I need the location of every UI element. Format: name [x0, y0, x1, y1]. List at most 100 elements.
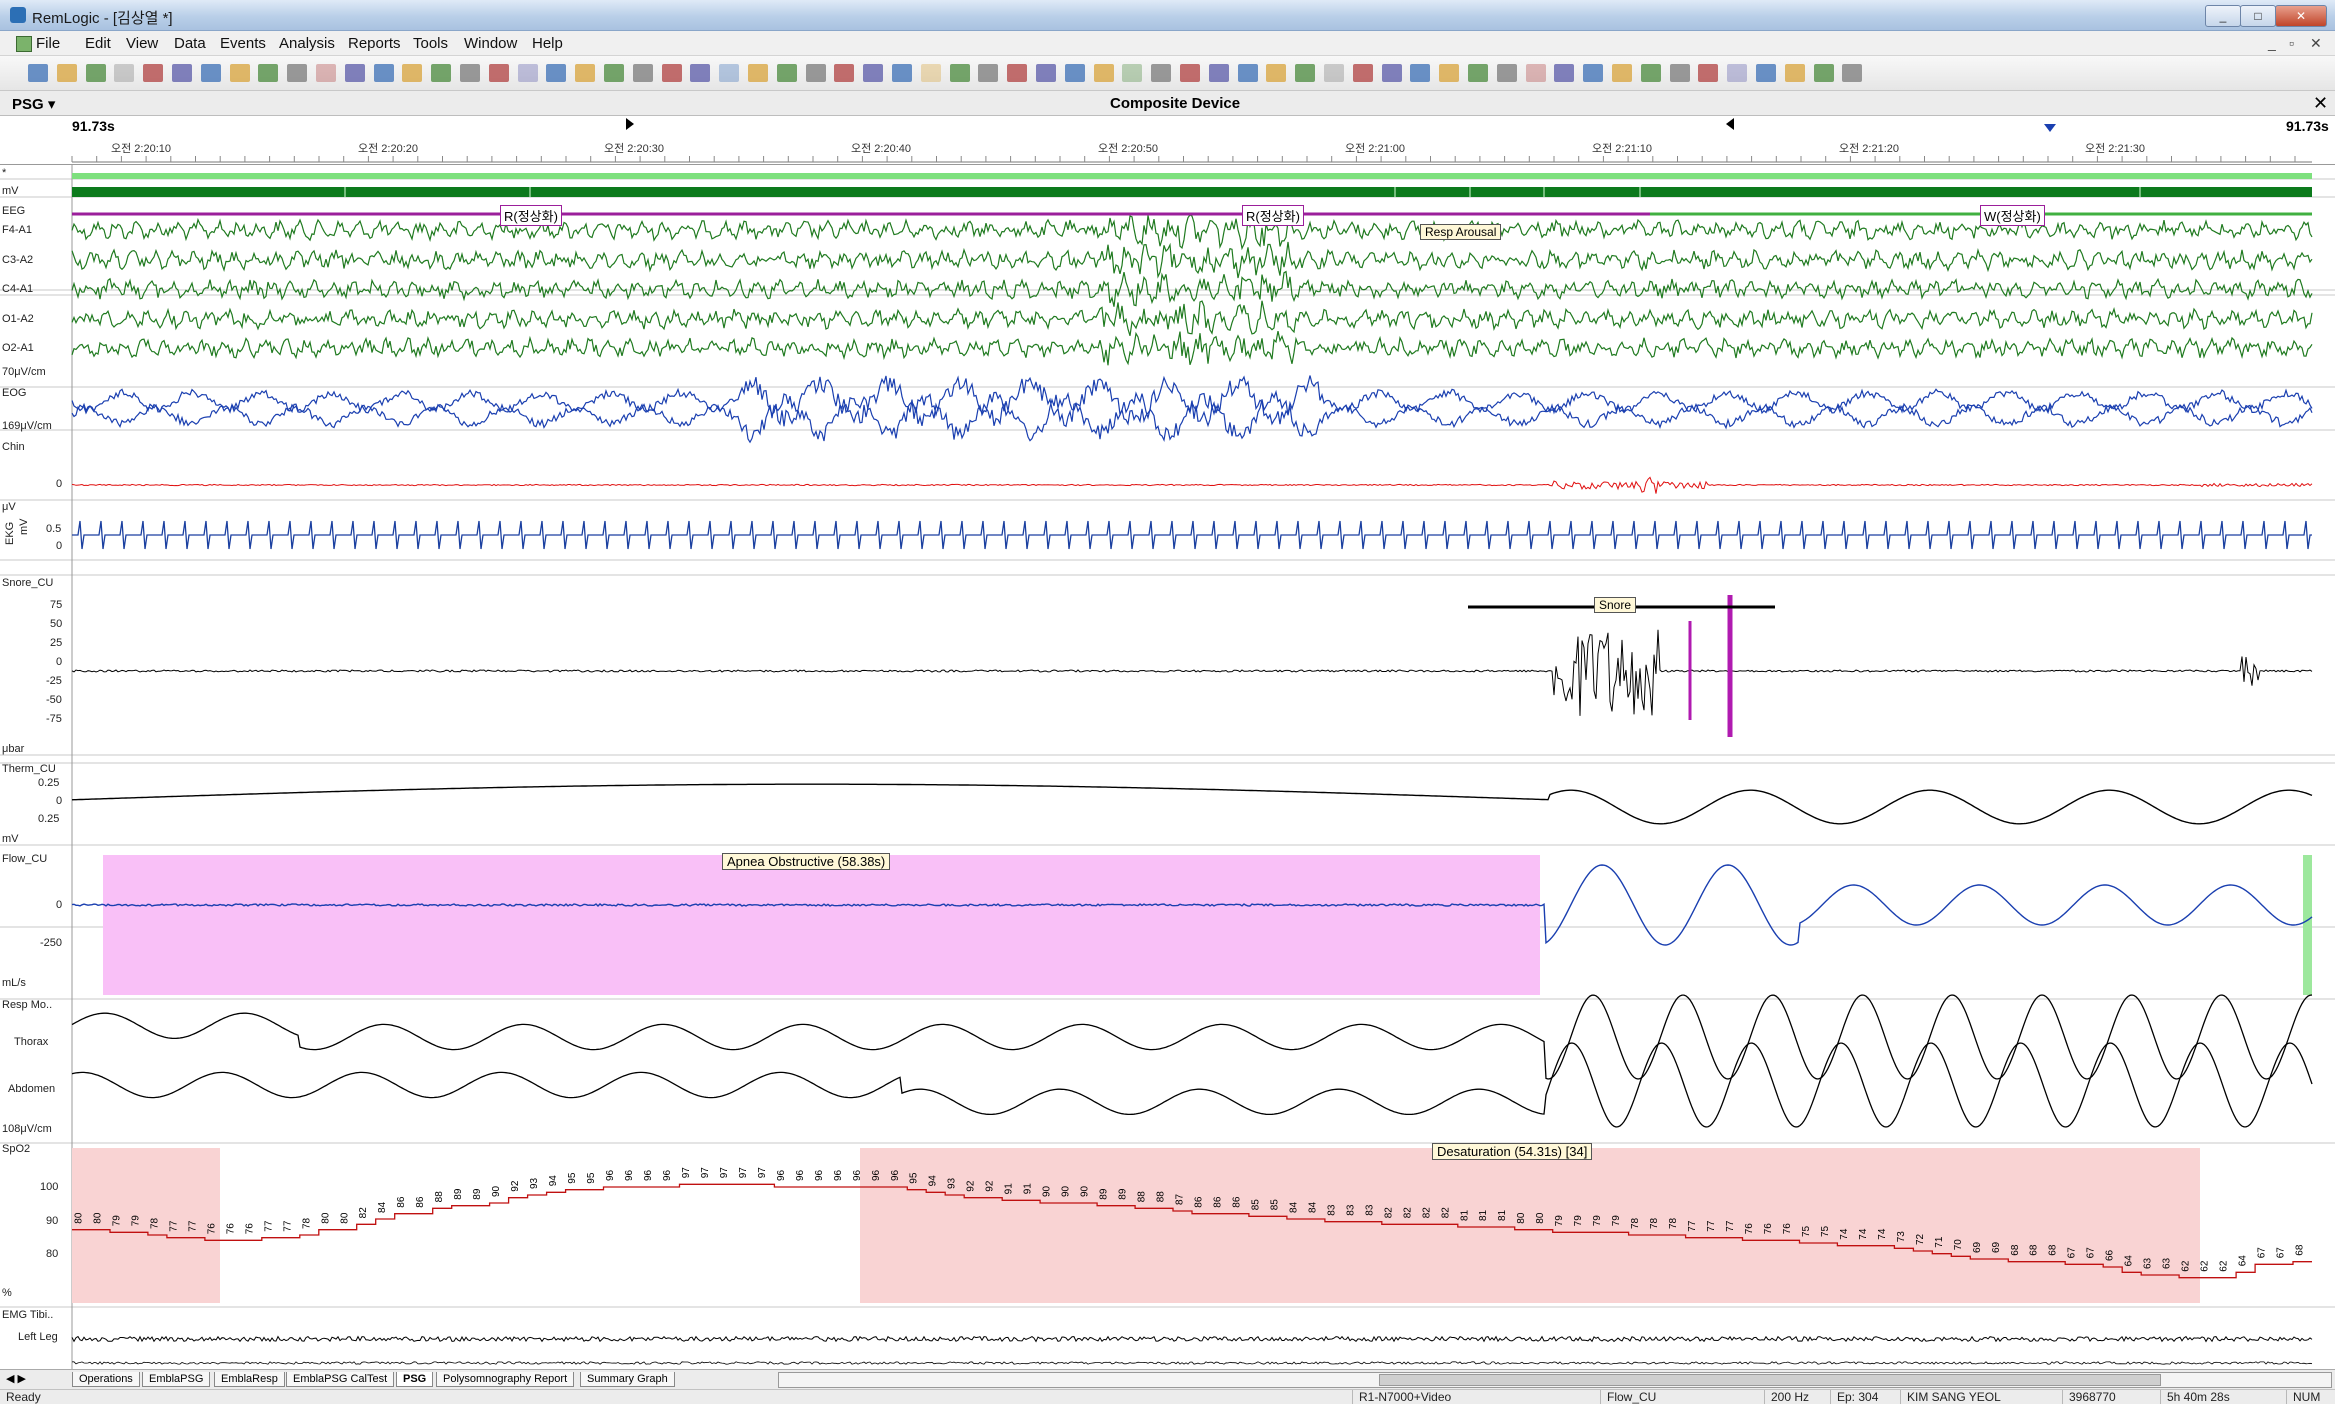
minimize-button[interactable]: _ — [2205, 5, 2241, 27]
channel-label-ekg[interactable]: EKG — [4, 521, 16, 545]
toolbar-tool-icon[interactable] — [1842, 64, 1863, 82]
toolbar-tool-icon[interactable] — [402, 64, 423, 82]
mdi-minimize-button[interactable]: _ — [2268, 35, 2276, 51]
toolbar-tool-icon[interactable] — [690, 64, 711, 82]
toolbar-tool-icon[interactable] — [1324, 64, 1344, 82]
toolbar-tool-icon[interactable] — [1208, 64, 1229, 82]
maximize-button[interactable]: □ — [2240, 5, 2276, 27]
toolbar-tool-icon[interactable] — [1237, 64, 1258, 82]
toolbar-tool-icon[interactable] — [661, 64, 682, 82]
toolbar-tool-icon[interactable] — [1640, 64, 1661, 82]
toolbar-tool-icon[interactable] — [1496, 64, 1517, 82]
tab-summary-graph[interactable]: Summary Graph — [580, 1372, 675, 1387]
eeg-lead-c4a1[interactable]: C4-A1 — [2, 283, 34, 295]
sleep-stage-label[interactable]: R(정상화) — [500, 205, 562, 226]
toolbar-tool-icon[interactable] — [1007, 64, 1028, 82]
toolbar-tool-icon[interactable] — [172, 64, 192, 82]
toolbar-tool-icon[interactable] — [892, 64, 912, 82]
toolbar-tool-icon[interactable] — [56, 64, 77, 82]
desaturation-event[interactable]: Desaturation (54.31s) [34] — [1432, 1143, 1593, 1160]
mdi-close-button[interactable]: ✕ — [2310, 35, 2322, 51]
toolbar-tool-icon[interactable] — [1756, 64, 1776, 82]
channel-label-flow[interactable]: Flow_CU — [2, 853, 48, 865]
menu-edit[interactable]: Edit — [85, 35, 111, 52]
toolbar-tool-icon[interactable] — [1612, 64, 1632, 82]
scrollbar-thumb[interactable] — [1379, 1374, 2161, 1386]
menu-view[interactable]: View — [126, 35, 159, 52]
toolbar-tool-icon[interactable] — [1583, 64, 1604, 82]
channel-label-left-leg[interactable]: Left Leg — [18, 1331, 58, 1343]
toolbar-tool-icon[interactable] — [604, 64, 624, 82]
toolbar-tool-icon[interactable] — [1122, 64, 1143, 82]
toolbar-tool-icon[interactable] — [287, 64, 308, 82]
toolbar-tool-icon[interactable] — [1093, 64, 1114, 82]
tab-emblapsg[interactable]: EmblaPSG — [142, 1372, 211, 1387]
toolbar-tool-icon[interactable] — [1266, 64, 1287, 82]
time-ruler[interactable]: 91.73s 91.73s 오전 2:20:10 오전 2:20:20 오전 2… — [0, 116, 2335, 165]
tab-operations[interactable]: Operations — [72, 1372, 140, 1387]
toolbar-tool-icon[interactable] — [1352, 64, 1373, 82]
signal-canvas[interactable]: 80 80 79 79 78 77 77 76 76 76 77 77 78 80 80 82 84 86 86 88… — [0, 165, 2335, 1370]
toolbar-tool-icon[interactable] — [805, 64, 826, 82]
toolbar-tool-icon[interactable] — [1439, 64, 1460, 82]
menu-analysis[interactable]: Analysis — [279, 35, 335, 52]
play-marker-icon[interactable] — [626, 118, 634, 130]
eeg-lead-o1a2[interactable]: O1-A2 — [2, 313, 34, 325]
psg-view-menu[interactable]: PSG ▾ — [12, 96, 56, 113]
resp-thorax-label[interactable]: Thorax — [14, 1036, 49, 1048]
toolbar-tool-icon[interactable] — [1727, 64, 1748, 82]
toolbar-tool-icon[interactable] — [1813, 64, 1834, 82]
toolbar-tool-icon[interactable] — [748, 64, 768, 82]
menu-file[interactable]: File — [36, 35, 61, 52]
toolbar-tool-icon[interactable] — [1180, 64, 1200, 82]
cursor-marker-icon[interactable] — [2044, 124, 2056, 132]
eeg-lead-o2a1[interactable]: O2-A1 — [2, 342, 34, 354]
toolbar-tool-icon[interactable] — [431, 64, 452, 82]
menu-data[interactable]: Data — [174, 35, 206, 52]
sleep-stage-label[interactable]: W(정상화) — [1980, 205, 2045, 226]
toolbar-tool-icon[interactable] — [863, 64, 884, 82]
channel-label-hypnogram[interactable]: mV — [2, 185, 19, 197]
channel-label-spo2[interactable]: SpO2 — [2, 1143, 31, 1155]
toolbar-tool-icon[interactable] — [200, 64, 221, 82]
toolbar-tool-icon[interactable] — [1525, 64, 1546, 82]
tab-psg[interactable]: PSG — [396, 1372, 434, 1387]
toolbar-tool-icon[interactable] — [978, 64, 999, 82]
toolbar-tool-icon[interactable] — [85, 64, 106, 82]
panel-close-icon[interactable]: ✕ — [2313, 93, 2329, 113]
toolbar-tool-icon[interactable] — [719, 64, 740, 82]
tab-scroll-icon[interactable]: ◀ ▶ — [6, 1373, 26, 1385]
toolbar-tool-icon[interactable] — [1468, 64, 1488, 82]
menu-tools[interactable]: Tools — [413, 35, 449, 52]
toolbar-tool-icon[interactable] — [143, 64, 164, 82]
channel-label-resp[interactable]: Resp Mo.. — [2, 999, 53, 1011]
document-menu-icon[interactable] — [16, 36, 32, 52]
channel-label-emg[interactable]: EMG Tibi.. — [2, 1309, 54, 1321]
toolbar-tool-icon[interactable] — [1784, 64, 1805, 82]
toolbar-tool-icon[interactable] — [517, 64, 538, 82]
signal-viewer[interactable]: 80 80 79 79 78 77 77 76 76 76 77 77 78 80 80 82 84 86 86 88… — [0, 165, 2335, 1370]
toolbar-tool-icon[interactable] — [575, 64, 596, 82]
menu-help[interactable]: Help — [532, 35, 563, 52]
toolbar-tool-icon[interactable] — [1295, 64, 1316, 82]
channel-label-snore[interactable]: Snore_CU — [2, 577, 54, 589]
tab-polysomnography-report[interactable]: Polysomnography Report — [436, 1372, 575, 1387]
channel-label-position[interactable]: * — [2, 167, 7, 179]
horizontal-scrollbar[interactable] — [778, 1372, 2332, 1388]
menu-reports[interactable]: Reports — [348, 35, 401, 52]
mdi-restore-button[interactable]: ▫ — [2289, 35, 2294, 51]
eeg-lead-f4a1[interactable]: F4-A1 — [2, 224, 32, 236]
toolbar-tool-icon[interactable] — [460, 64, 480, 82]
tab-emblapsg-caltest[interactable]: EmblaPSG CalTest — [286, 1372, 395, 1387]
toolbar-tool-icon[interactable] — [488, 64, 509, 82]
menu-events[interactable]: Events — [220, 35, 266, 52]
channel-label-therm[interactable]: Therm_CU — [2, 763, 56, 775]
toolbar-tool-icon[interactable] — [114, 64, 135, 82]
tab-emblaresp[interactable]: EmblaResp — [214, 1372, 285, 1387]
close-button[interactable]: ✕ — [2275, 5, 2327, 27]
toolbar-tool-icon[interactable] — [229, 64, 250, 82]
toolbar-tool-icon[interactable] — [546, 64, 567, 82]
toolbar-tool-icon[interactable] — [920, 64, 941, 82]
sleep-stage-label[interactable]: R(정상화) — [1242, 205, 1304, 226]
toolbar-tool-icon[interactable] — [776, 64, 797, 82]
